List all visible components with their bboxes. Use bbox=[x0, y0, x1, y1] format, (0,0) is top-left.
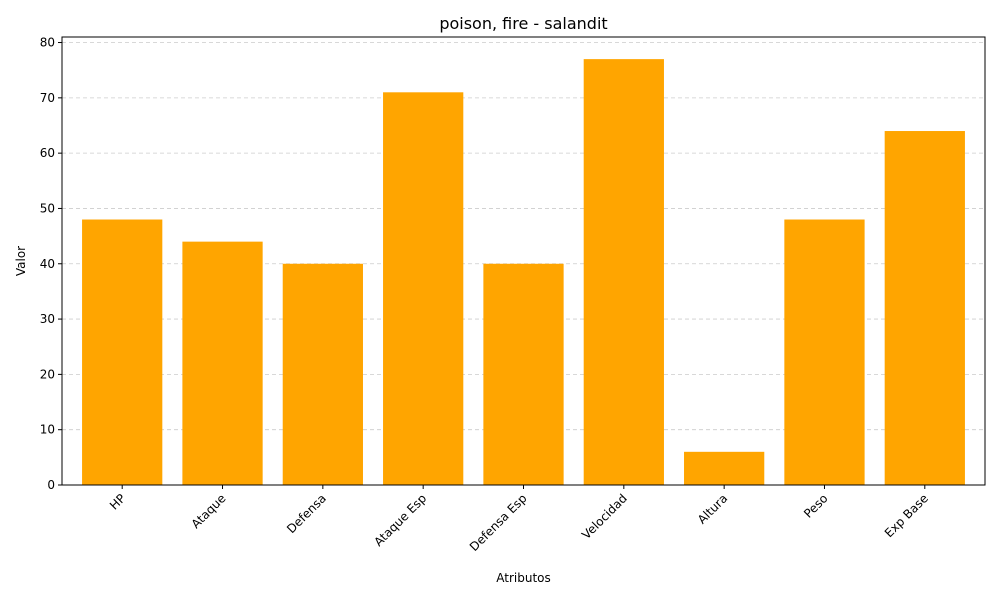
x-tick-label: Velocidad bbox=[579, 491, 630, 542]
bar-exp-base bbox=[884, 131, 965, 485]
bar-ataque-esp bbox=[383, 92, 464, 485]
bar-ataque bbox=[182, 241, 263, 485]
x-axis: HP Ataque Defensa Ataque Esp Defensa Esp Velo… bbox=[107, 485, 931, 554]
bar-hp bbox=[82, 219, 163, 485]
y-tick-label: 0 bbox=[47, 478, 55, 492]
bar-peso bbox=[784, 219, 865, 485]
y-tick-label: 10 bbox=[40, 423, 55, 437]
x-tick-label: Altura bbox=[695, 491, 730, 526]
bar-velocidad bbox=[583, 59, 664, 486]
x-tick-label: Peso bbox=[801, 491, 831, 521]
x-tick-label: Ataque bbox=[189, 491, 229, 531]
x-tick-label: Exp Base bbox=[882, 491, 931, 540]
bar-altura bbox=[684, 451, 765, 485]
y-tick-label: 60 bbox=[40, 146, 55, 160]
y-tick-label: 50 bbox=[40, 201, 55, 215]
y-axis-title: Valor bbox=[14, 246, 28, 276]
bar-defensa bbox=[282, 263, 363, 485]
y-tick-label: 30 bbox=[40, 312, 55, 326]
x-tick-label: HP bbox=[107, 491, 128, 512]
bar-defensa-esp bbox=[483, 263, 564, 485]
y-tick-label: 70 bbox=[40, 91, 55, 105]
x-tick-label: Defensa Esp bbox=[467, 491, 530, 554]
y-tick-label: 80 bbox=[40, 36, 55, 50]
y-tick-label: 40 bbox=[40, 257, 55, 271]
x-tick-label: Defensa bbox=[284, 491, 329, 536]
chart-title: poison, fire - salandit bbox=[439, 14, 607, 33]
x-tick-label: Ataque Esp bbox=[371, 491, 429, 549]
bars bbox=[82, 59, 965, 486]
y-axis: 0 10 20 30 40 50 60 70 80 bbox=[40, 36, 62, 492]
x-axis-title: Atributos bbox=[496, 571, 551, 585]
y-tick-label: 20 bbox=[40, 367, 55, 381]
